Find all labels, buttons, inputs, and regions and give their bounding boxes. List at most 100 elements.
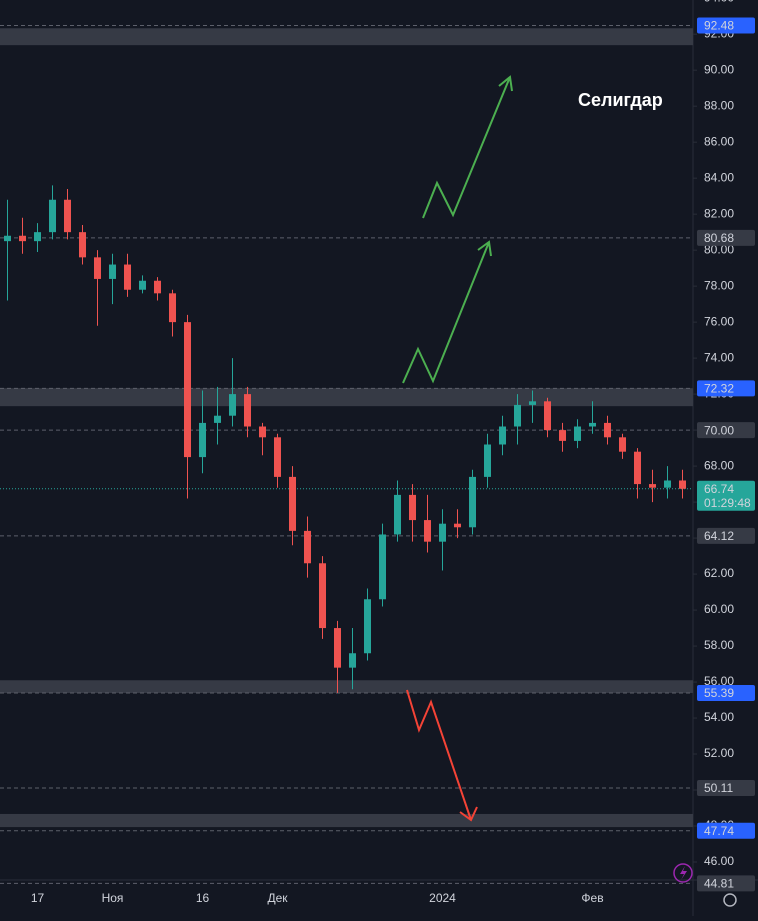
y-tick-label: 90.00 (704, 62, 734, 76)
candle-body (199, 422, 206, 458)
candle-body (499, 426, 506, 445)
candle-body (214, 415, 221, 423)
y-tick-label: 58.00 (704, 638, 734, 652)
candle-body (319, 563, 326, 629)
candle-body (409, 494, 416, 521)
y-tick-label: 46.00 (704, 854, 734, 868)
price-tag-label: 55.39 (704, 686, 734, 700)
y-tick-label: 88.00 (704, 98, 734, 112)
arrow-head (459, 806, 478, 822)
y-tick-label: 84.00 (704, 170, 734, 184)
candle-body (139, 280, 146, 290)
candle-body (589, 422, 596, 427)
candle-body (229, 394, 236, 416)
candle-body (304, 530, 311, 564)
price-tag-label: 50.11 (704, 781, 733, 795)
x-tick-label: Ноя (102, 891, 124, 905)
price-tag-label: 64.12 (704, 529, 734, 543)
candle-body (649, 484, 656, 488)
candle-body (394, 494, 401, 535)
y-tick-label: 62.00 (704, 566, 734, 580)
candle-body (79, 232, 86, 258)
candle-body (424, 520, 431, 542)
price-tag (697, 380, 755, 397)
zone (0, 28, 693, 46)
price-tag (697, 822, 755, 839)
candle-body (559, 430, 566, 441)
candle-body (289, 476, 296, 531)
candle-body (49, 199, 56, 233)
zone (0, 388, 693, 407)
y-tick-label: 78.00 (704, 278, 734, 292)
price-tag (697, 229, 755, 246)
candle-body (259, 426, 266, 438)
x-tick-label: 16 (196, 891, 210, 905)
x-tick-label: 17 (31, 891, 45, 905)
candle-body (169, 293, 176, 323)
price-tag (697, 875, 755, 892)
candle-body (439, 523, 446, 542)
last-price-tag (697, 480, 755, 511)
candle-body (574, 426, 581, 441)
candle-body (679, 480, 686, 489)
candle-body (244, 394, 251, 427)
candle-body (349, 653, 356, 668)
y-tick-label: 54.00 (704, 710, 734, 724)
alert-icon[interactable] (673, 863, 693, 883)
y-tick-label: 60.00 (704, 602, 734, 616)
candle-body (154, 280, 161, 294)
price-tag-label: 72.32 (704, 382, 734, 396)
x-tick-label: Дек (267, 891, 288, 905)
y-tick-label: 56.00 (704, 674, 734, 688)
candle-body (64, 199, 71, 233)
bearish-arrow (406, 689, 472, 821)
candle-body (604, 422, 611, 438)
candle-body (274, 437, 281, 477)
price-tag-label: 92.48 (704, 19, 734, 33)
price-tag (697, 422, 755, 439)
candle-body (379, 534, 386, 600)
chart-title: Селигдар (578, 90, 663, 110)
settings-icon[interactable] (723, 893, 737, 907)
candle-body (664, 480, 671, 488)
x-tick-label: Фев (581, 891, 603, 905)
price-tag-label: 80.68 (704, 231, 734, 245)
last-price-label: 66.74 (704, 482, 734, 496)
candle-body (454, 523, 461, 528)
candle-body (529, 401, 536, 405)
price-tag (697, 780, 755, 797)
x-tick-label: 2024 (429, 891, 456, 905)
candle-body (184, 322, 191, 458)
y-tick-label: 82.00 (704, 206, 734, 220)
candle-body (514, 404, 521, 427)
candle-body (364, 599, 371, 654)
candle-body (4, 235, 11, 242)
price-tag (697, 17, 755, 34)
candle-body (34, 232, 41, 242)
candle-body (634, 451, 641, 485)
y-tick-label: 76.00 (704, 314, 734, 328)
bullish-arrow (422, 76, 511, 219)
y-tick-label: 94.00 (704, 0, 734, 4)
bullish-arrow (402, 241, 490, 384)
candle-body (334, 628, 341, 668)
price-tag-label: 47.74 (704, 824, 734, 838)
y-tick-label: 68.00 (704, 458, 734, 472)
candle-body (94, 257, 101, 279)
zone (0, 680, 693, 694)
candle-body (124, 264, 131, 290)
zone (0, 813, 693, 828)
arrow-head (498, 75, 513, 92)
price-tag-label: 70.00 (704, 423, 734, 437)
candle-body (544, 401, 551, 431)
price-tag (697, 685, 755, 702)
y-tick-label: 86.00 (704, 134, 734, 148)
price-tag-label: 44.81 (704, 877, 734, 891)
price-tag (697, 527, 755, 544)
candle-body (619, 437, 626, 452)
candle-body (19, 235, 26, 242)
candle-body (109, 264, 116, 279)
